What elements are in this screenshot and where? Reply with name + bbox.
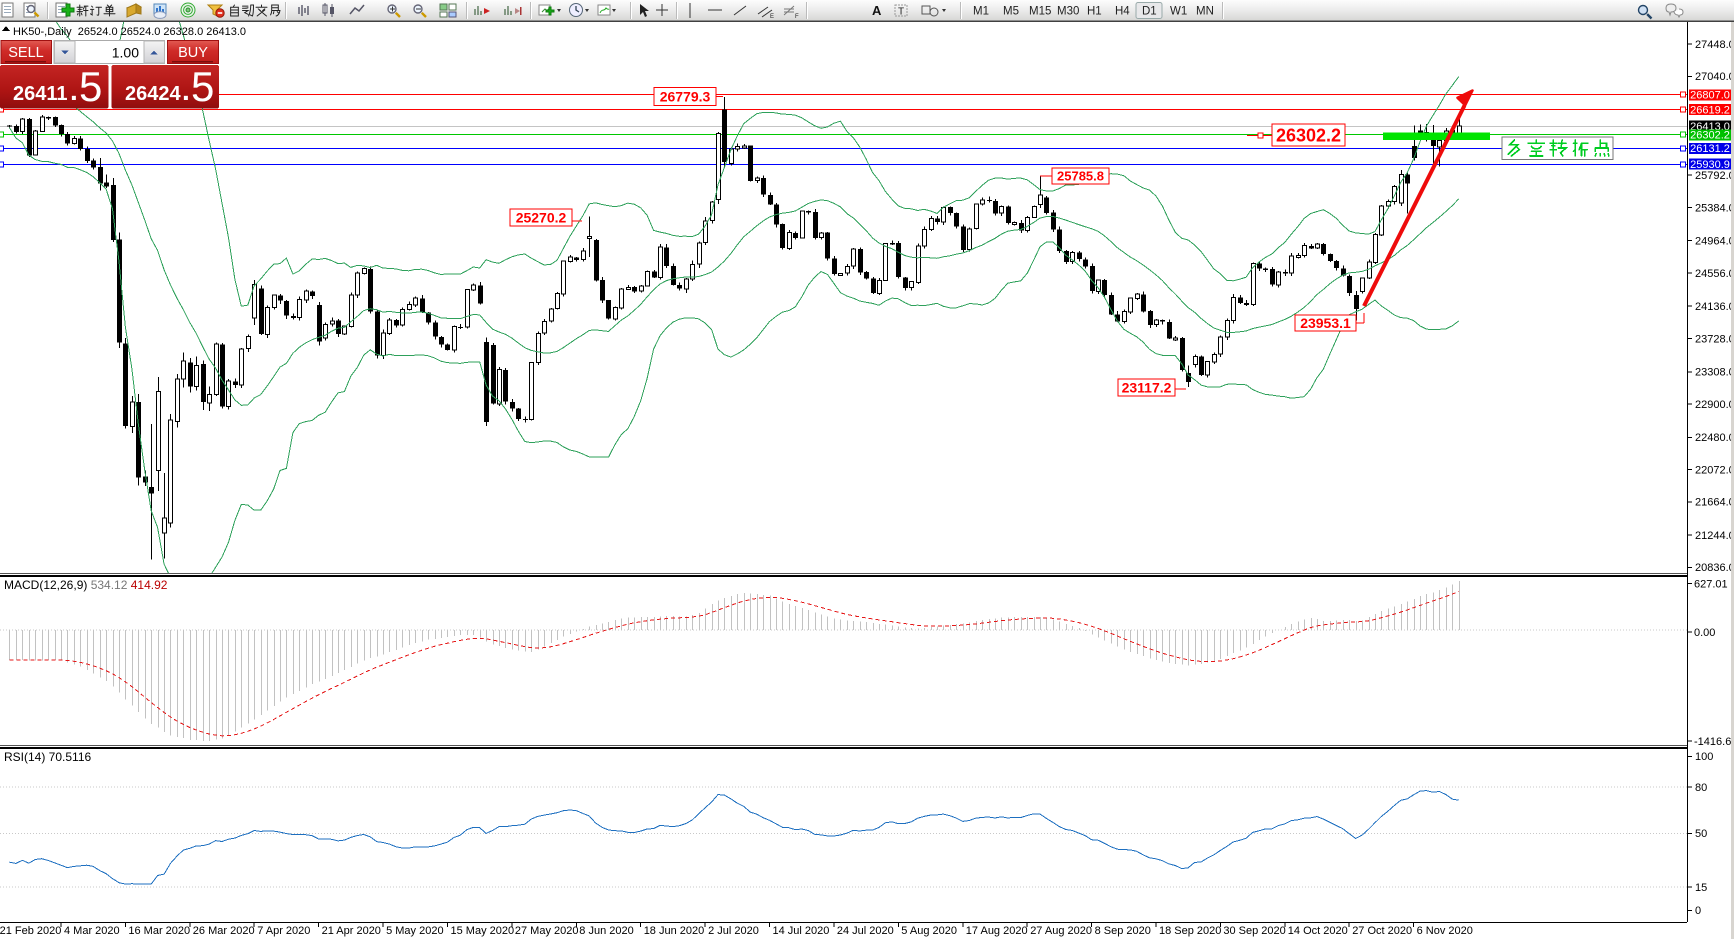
svg-text:5 Aug 2020: 5 Aug 2020 bbox=[901, 925, 957, 937]
svg-text:26807.0: 26807.0 bbox=[1690, 90, 1730, 102]
svg-text:26411: 26411 bbox=[13, 83, 68, 105]
svg-text:26 Mar 2020: 26 Mar 2020 bbox=[193, 925, 255, 937]
svg-text:F: F bbox=[795, 14, 799, 20]
svg-text:26619.2: 26619.2 bbox=[1690, 105, 1730, 117]
svg-text:BUY: BUY bbox=[178, 45, 208, 61]
svg-text:0.00: 0.00 bbox=[1694, 627, 1715, 639]
svg-text:W1: W1 bbox=[1170, 6, 1187, 18]
svg-text:4 Mar 2020: 4 Mar 2020 bbox=[64, 925, 120, 937]
svg-text:M15: M15 bbox=[1029, 6, 1051, 18]
svg-text:5 May 2020: 5 May 2020 bbox=[386, 925, 443, 937]
svg-text:27 May 2020: 27 May 2020 bbox=[515, 925, 579, 937]
svg-text:26302.2: 26302.2 bbox=[1276, 125, 1341, 145]
svg-text:5: 5 bbox=[79, 63, 102, 110]
svg-text:MN: MN bbox=[1196, 6, 1214, 18]
svg-text:M5: M5 bbox=[1003, 6, 1019, 18]
svg-text:M30: M30 bbox=[1057, 6, 1079, 18]
svg-text:21 Feb 2020: 21 Feb 2020 bbox=[0, 925, 61, 937]
svg-text:22480.0: 22480.0 bbox=[1695, 432, 1734, 444]
svg-text:25384.0: 25384.0 bbox=[1695, 202, 1734, 214]
svg-text:627.01: 627.01 bbox=[1694, 578, 1728, 590]
svg-text:5: 5 bbox=[191, 63, 214, 110]
svg-text:8 Jun 2020: 8 Jun 2020 bbox=[579, 925, 633, 937]
svg-text:.: . bbox=[70, 75, 78, 106]
svg-text:8 Sep 2020: 8 Sep 2020 bbox=[1095, 925, 1151, 937]
svg-text:H4: H4 bbox=[1115, 6, 1130, 18]
svg-text:26131.2: 26131.2 bbox=[1690, 143, 1730, 155]
svg-text:.: . bbox=[182, 75, 190, 106]
svg-text:SELL: SELL bbox=[8, 45, 43, 61]
svg-text:23117.2: 23117.2 bbox=[1122, 380, 1172, 396]
svg-text:18 Jun 2020: 18 Jun 2020 bbox=[644, 925, 705, 937]
svg-text:27 Aug 2020: 27 Aug 2020 bbox=[1030, 925, 1092, 937]
svg-text:20836.0: 20836.0 bbox=[1695, 562, 1734, 574]
svg-text:25792.0: 25792.0 bbox=[1695, 170, 1734, 182]
svg-text:7 Apr 2020: 7 Apr 2020 bbox=[257, 925, 310, 937]
svg-text:21 Apr 2020: 21 Apr 2020 bbox=[322, 925, 381, 937]
svg-text:17 Aug 2020: 17 Aug 2020 bbox=[966, 925, 1028, 937]
svg-text:2 Jul 2020: 2 Jul 2020 bbox=[708, 925, 759, 937]
svg-text:1.00: 1.00 bbox=[112, 45, 139, 61]
svg-text:50: 50 bbox=[1695, 828, 1707, 840]
svg-text:MACD(12,26,9) 534.12 414.92: MACD(12,26,9) 534.12 414.92 bbox=[4, 578, 168, 592]
svg-text:25930.9: 25930.9 bbox=[1690, 159, 1730, 171]
svg-text:27040.0: 27040.0 bbox=[1695, 71, 1734, 83]
svg-text:26424: 26424 bbox=[125, 83, 181, 105]
svg-text:23308.0: 23308.0 bbox=[1695, 367, 1734, 379]
svg-text:24556.0: 24556.0 bbox=[1695, 268, 1734, 280]
svg-text:D1: D1 bbox=[1142, 6, 1157, 18]
svg-text:80: 80 bbox=[1695, 782, 1707, 794]
svg-text:26779.3: 26779.3 bbox=[660, 89, 711, 105]
svg-text:E: E bbox=[770, 14, 774, 20]
svg-text:23728.0: 23728.0 bbox=[1695, 333, 1734, 345]
svg-text:22072.0: 22072.0 bbox=[1695, 464, 1734, 476]
svg-text:HK50-,Daily 26524.0 26524.0 2: HK50-,Daily 26524.0 26524.0 26328.0 2641… bbox=[13, 26, 246, 38]
svg-text:T: T bbox=[898, 7, 904, 18]
svg-text:RSI(14) 70.5116: RSI(14) 70.5116 bbox=[4, 750, 91, 764]
svg-text:22900.0: 22900.0 bbox=[1695, 399, 1734, 411]
svg-text:-1416.66: -1416.66 bbox=[1694, 736, 1734, 748]
svg-text:6 Nov 2020: 6 Nov 2020 bbox=[1417, 925, 1473, 937]
svg-text:21664.0: 21664.0 bbox=[1695, 497, 1734, 509]
svg-text:23953.1: 23953.1 bbox=[1300, 315, 1351, 331]
svg-text:27 Oct 2020: 27 Oct 2020 bbox=[1352, 925, 1412, 937]
svg-text:14 Jul 2020: 14 Jul 2020 bbox=[773, 925, 830, 937]
svg-text:21244.0: 21244.0 bbox=[1695, 530, 1734, 542]
svg-text:25785.8: 25785.8 bbox=[1057, 169, 1104, 184]
svg-text:14 Oct 2020: 14 Oct 2020 bbox=[1288, 925, 1348, 937]
svg-text:24 Jul 2020: 24 Jul 2020 bbox=[837, 925, 894, 937]
svg-text:0: 0 bbox=[1695, 905, 1701, 917]
svg-text:15: 15 bbox=[1695, 882, 1707, 894]
svg-text:16 Mar 2020: 16 Mar 2020 bbox=[128, 925, 190, 937]
svg-text:27448.0: 27448.0 bbox=[1695, 39, 1734, 51]
svg-text:25270.2: 25270.2 bbox=[516, 210, 567, 226]
svg-text:24964.0: 24964.0 bbox=[1695, 236, 1734, 248]
svg-text:26302.2: 26302.2 bbox=[1690, 130, 1730, 142]
svg-text:18 Sep 2020: 18 Sep 2020 bbox=[1159, 925, 1221, 937]
svg-text:H1: H1 bbox=[1087, 6, 1102, 18]
svg-text:A: A bbox=[872, 3, 882, 18]
svg-text:24136.0: 24136.0 bbox=[1695, 301, 1734, 313]
svg-text:15 May 2020: 15 May 2020 bbox=[451, 925, 515, 937]
svg-text:100: 100 bbox=[1695, 751, 1713, 763]
svg-text:30 Sep 2020: 30 Sep 2020 bbox=[1223, 925, 1285, 937]
svg-text:M1: M1 bbox=[973, 6, 989, 18]
